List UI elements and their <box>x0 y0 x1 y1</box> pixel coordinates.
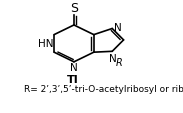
Text: TI: TI <box>67 74 79 84</box>
Text: S: S <box>70 2 78 15</box>
Text: R= 2’,3’,5’-tri-O-acetylribosyl or ribosyl: R= 2’,3’,5’-tri-O-acetylribosyl or ribos… <box>24 84 183 93</box>
Text: HN: HN <box>38 39 53 49</box>
Text: N: N <box>109 53 117 63</box>
Text: N: N <box>114 23 122 33</box>
Text: R: R <box>116 57 123 67</box>
Text: N: N <box>70 63 78 73</box>
